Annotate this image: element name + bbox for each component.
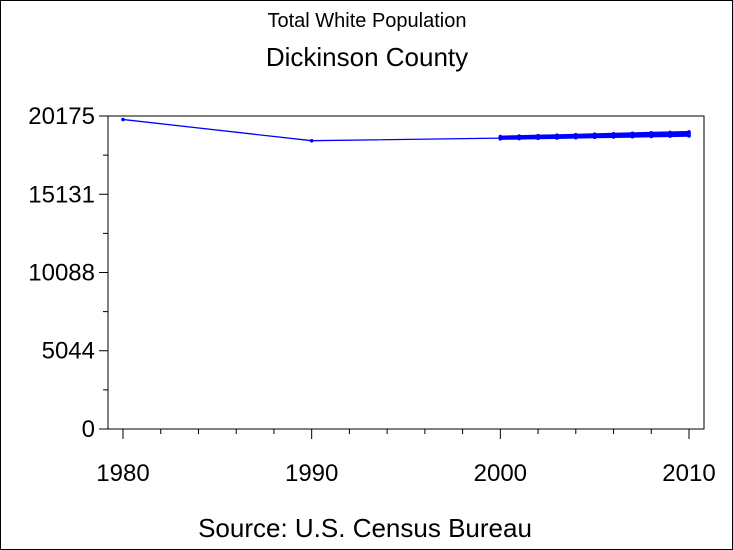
- data-point: [536, 136, 540, 141]
- data-point: [555, 136, 559, 140]
- data-point: [592, 135, 597, 140]
- x-tick-label: 1980: [96, 460, 149, 487]
- data-point: [498, 137, 503, 141]
- chart-title: Total White Population: [267, 10, 466, 32]
- y-tick-label: 15131: [28, 181, 95, 208]
- x-tick-label: 2010: [662, 460, 715, 487]
- y-tick-label: 20175: [28, 103, 95, 130]
- data-point: [517, 136, 521, 141]
- data-point: [687, 133, 691, 138]
- x-axis: 1980 1990 2000 2010: [96, 429, 716, 487]
- data-point: [309, 138, 314, 143]
- data-point: [611, 135, 616, 139]
- y-tick-label: 0: [82, 416, 95, 443]
- x-tick-label: 2000: [474, 460, 527, 487]
- x-tick-label: 1990: [285, 460, 338, 487]
- data-point: [668, 134, 672, 138]
- y-axis: 0 5044 10088 15131 20175: [28, 103, 108, 443]
- data-point: [649, 134, 654, 139]
- chart-source-note: Source: U.S. Census Bureau: [198, 513, 532, 543]
- series-layer: [121, 117, 691, 143]
- data-point: [574, 135, 578, 140]
- y-tick-label: 10088: [28, 259, 95, 286]
- chart-subtitle: Dickinson County: [266, 42, 468, 72]
- data-point: [630, 134, 635, 139]
- data-point: [121, 117, 125, 122]
- plot-area-border: [107, 115, 705, 430]
- y-tick-label: 5044: [42, 338, 95, 365]
